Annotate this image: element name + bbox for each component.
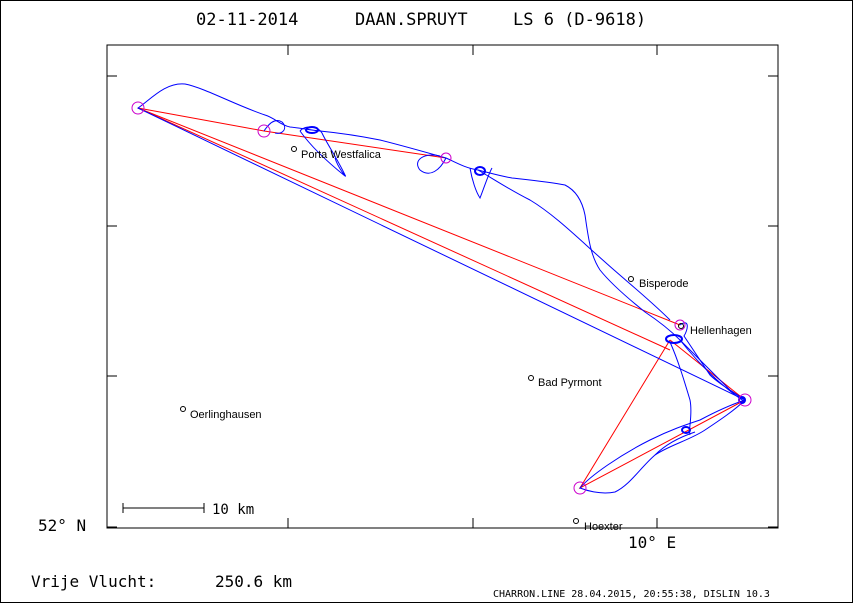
places: Porta Westfalica Bisperode Hellenhagen B… (180, 146, 752, 533)
glider-name: LS 6 (D-9618) (513, 10, 646, 30)
place-dot (628, 276, 634, 282)
pilot-name: DAAN.SPRUYT (355, 10, 468, 30)
turnpoint-marker (440, 152, 452, 164)
axis-ticks (107, 45, 778, 528)
flight-track-loops (263, 119, 746, 456)
turnpoint-markers (131, 101, 752, 495)
distance-value: 250.6 km (215, 572, 292, 591)
place-bad-pyrmont: Bad Pyrmont (538, 377, 602, 389)
place-porta-westfalica: Porta Westfalica (301, 149, 382, 161)
plot-border (106, 44, 779, 529)
scale-bar-label: 10 km (212, 502, 254, 518)
place-hoexter: Hoexter (584, 521, 623, 533)
turnpoint-marker (257, 124, 271, 138)
place-dot (678, 323, 684, 329)
turnpoint-marker (674, 319, 686, 331)
latitude-label: 52° N (38, 516, 86, 535)
place-oerlinghausen: Oerlinghausen (190, 409, 262, 421)
place-dot (528, 375, 534, 381)
longitude-label: 10° E (628, 533, 676, 552)
place-hellenhagen: Hellenhagen (690, 325, 752, 337)
flight-date: 02-11-2014 (196, 10, 298, 30)
distance-label: Vrije Vlucht: (31, 572, 156, 591)
footer-credit: CHARRON.LINE 28.04.2015, 20:55:38, DISLI… (493, 589, 770, 600)
turnpoint-marker (573, 481, 587, 495)
place-bisperode: Bisperode (639, 278, 689, 290)
thermal-clusters (305, 126, 746, 434)
place-dot (291, 146, 297, 152)
turnpoint-marker (131, 101, 145, 115)
turnpoint-marker (738, 393, 752, 407)
scale-bar: 10 km (122, 502, 254, 518)
place-dot (180, 406, 186, 412)
place-dot (573, 518, 579, 524)
